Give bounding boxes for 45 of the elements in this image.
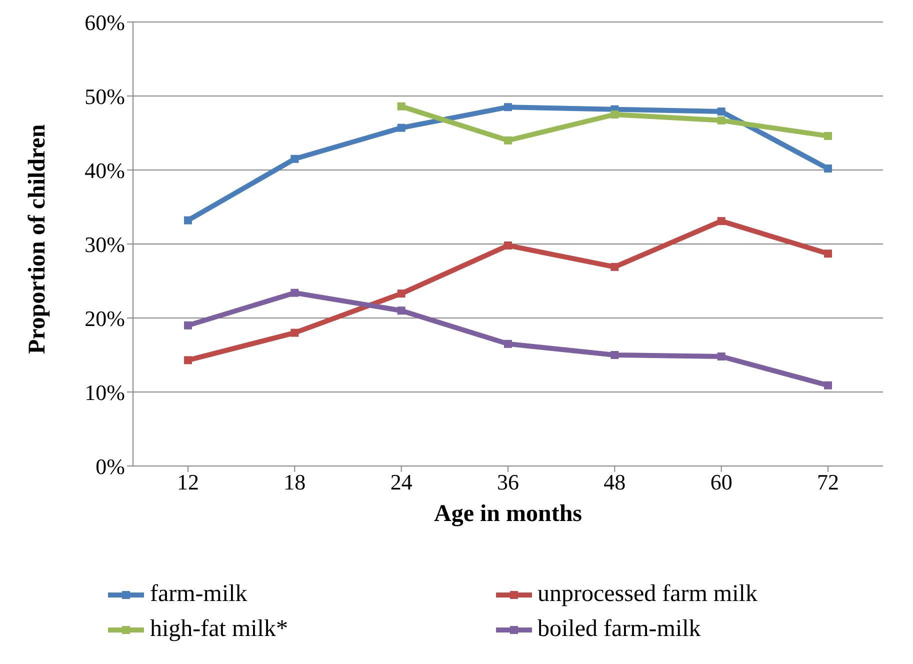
x-tick-label: 48 [604, 470, 626, 495]
point [504, 103, 512, 112]
point [824, 164, 832, 173]
y-tick-label: 60% [84, 10, 125, 35]
point [717, 352, 726, 360]
y-tick-label: 20% [84, 306, 125, 331]
y-tick-label: 30% [84, 232, 125, 257]
point [397, 102, 406, 110]
point [397, 290, 406, 298]
point [290, 328, 299, 337]
point [184, 321, 192, 330]
point [824, 250, 832, 258]
point [717, 108, 726, 116]
point [397, 124, 406, 132]
point [824, 132, 832, 140]
legend-label: high-fat milk* [150, 616, 288, 643]
legend-label: boiled farm-milk [538, 616, 701, 643]
y-axis-title: Proportion of children [24, 124, 51, 354]
point [184, 356, 192, 364]
point [290, 154, 299, 163]
y-tick-label: 40% [84, 158, 125, 183]
point [717, 116, 726, 124]
point [504, 136, 512, 144]
x-tick-label: 12 [177, 470, 199, 495]
x-tick-label: 72 [817, 470, 839, 495]
x-tick-label: 36 [497, 470, 519, 495]
point [184, 216, 192, 224]
point [290, 288, 299, 297]
x-tick-label: 60 [710, 470, 732, 495]
y-tick-label: 0% [96, 454, 125, 479]
y-tick-label: 10% [84, 380, 125, 405]
x-tick-label: 18 [284, 470, 306, 495]
point [610, 351, 619, 359]
x-axis-title: Age in months [434, 501, 582, 527]
point [717, 217, 726, 226]
legend-label: farm-milk [150, 581, 248, 608]
y-tick-label: 50% [84, 84, 125, 109]
point [610, 110, 619, 118]
point [610, 262, 619, 271]
legend-label: unprocessed farm milk [538, 581, 758, 608]
point [504, 241, 512, 250]
point [824, 381, 832, 390]
x-tick-label: 24 [390, 470, 412, 495]
point [397, 306, 406, 315]
point [504, 340, 512, 348]
